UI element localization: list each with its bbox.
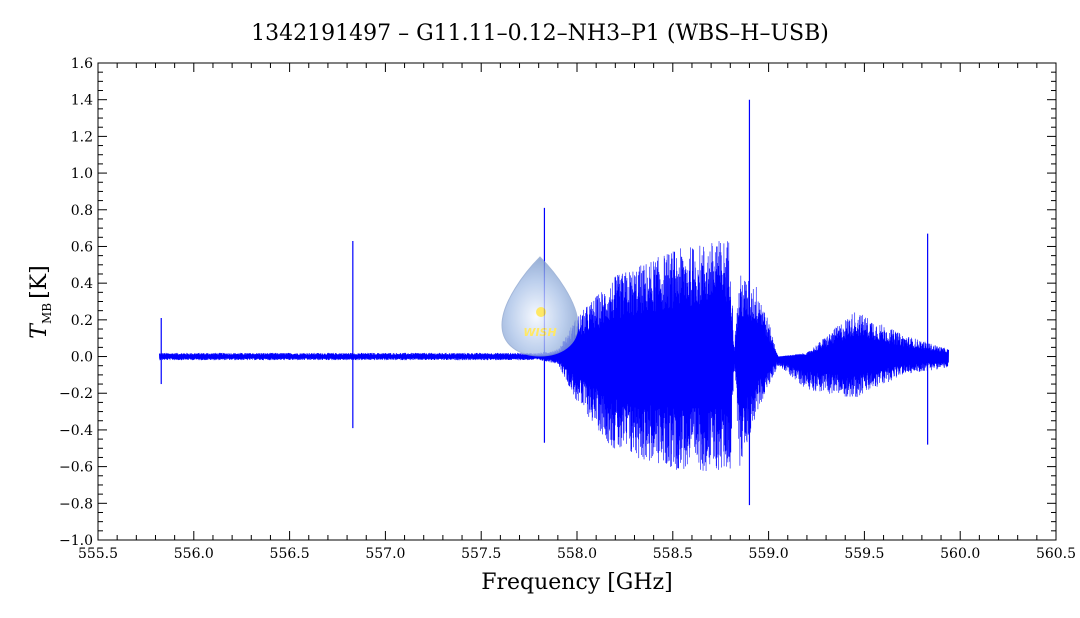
- y-tick-label: 0.4: [71, 276, 93, 292]
- x-tick-label: 559.0: [749, 546, 789, 562]
- water-drop-icon: [501, 256, 579, 357]
- y-tick-label: 0.8: [71, 203, 93, 219]
- y-tick-label: 1.4: [71, 93, 93, 109]
- y-axis-label: TMB [K]: [27, 265, 54, 338]
- x-tick-labels: 555.5 556.0 556.5 557.0 557.5 558.0 558.5 559.0…: [78, 546, 1076, 562]
- x-tick-label: 559.5: [844, 546, 884, 562]
- y-tick-label: −0.4: [59, 423, 93, 439]
- y-tick-label: 0.2: [71, 313, 93, 329]
- y-tick-label: 1.0: [71, 166, 93, 182]
- y-tick-label: −0.6: [59, 460, 93, 476]
- x-tick-label: 555.5: [78, 546, 118, 562]
- star-icon: [536, 307, 546, 317]
- axis-ticks: [97, 62, 1057, 541]
- y-tick-label: 1.2: [71, 129, 93, 145]
- y-tick-label: 1.6: [71, 56, 93, 72]
- plot-frame: [97, 62, 1057, 541]
- y-tick-label: −0.2: [59, 386, 93, 402]
- x-tick-label: 560.0: [940, 546, 980, 562]
- y-axis-label-main: T: [27, 322, 52, 339]
- y-tick-labels: −1.0 −0.8 −0.6 −0.4 −0.2 0.0 0.2 0.4 0.6 0.8 1.0 1.…: [59, 56, 93, 549]
- x-tick-label: 558.0: [557, 546, 597, 562]
- logo-text: WISH: [523, 326, 556, 339]
- x-tick-label: 556.0: [174, 546, 214, 562]
- y-tick-label: 0.0: [71, 350, 93, 366]
- y-tick-label: 0.6: [71, 239, 93, 255]
- chart-title: 1342191497 – G11.11–0.12–NH3–P1 (WBS–H–U…: [251, 21, 829, 46]
- x-axis-label: Frequency [GHz]: [481, 570, 673, 595]
- y-tick-label: −0.8: [59, 496, 93, 512]
- plot-area: 555.5 556.0 556.5 557.0 557.5 558.0 558.5 559.0…: [59, 56, 1076, 562]
- y-axis-label-unit: [K]: [27, 265, 52, 299]
- y-tick-label: −1.0: [59, 533, 93, 549]
- x-tick-label: 557.0: [365, 546, 405, 562]
- x-tick-label: 556.5: [270, 546, 310, 562]
- wish-logo: WISH: [501, 256, 579, 357]
- svg-text:TMB[K]: TMB [K]: [27, 265, 54, 338]
- x-tick-label: 558.5: [653, 546, 693, 562]
- y-axis-label-sub: MB: [40, 303, 54, 324]
- x-tick-label: 557.5: [461, 546, 501, 562]
- x-tick-label: 560.5: [1036, 546, 1076, 562]
- spectrum-series: [159, 99, 949, 506]
